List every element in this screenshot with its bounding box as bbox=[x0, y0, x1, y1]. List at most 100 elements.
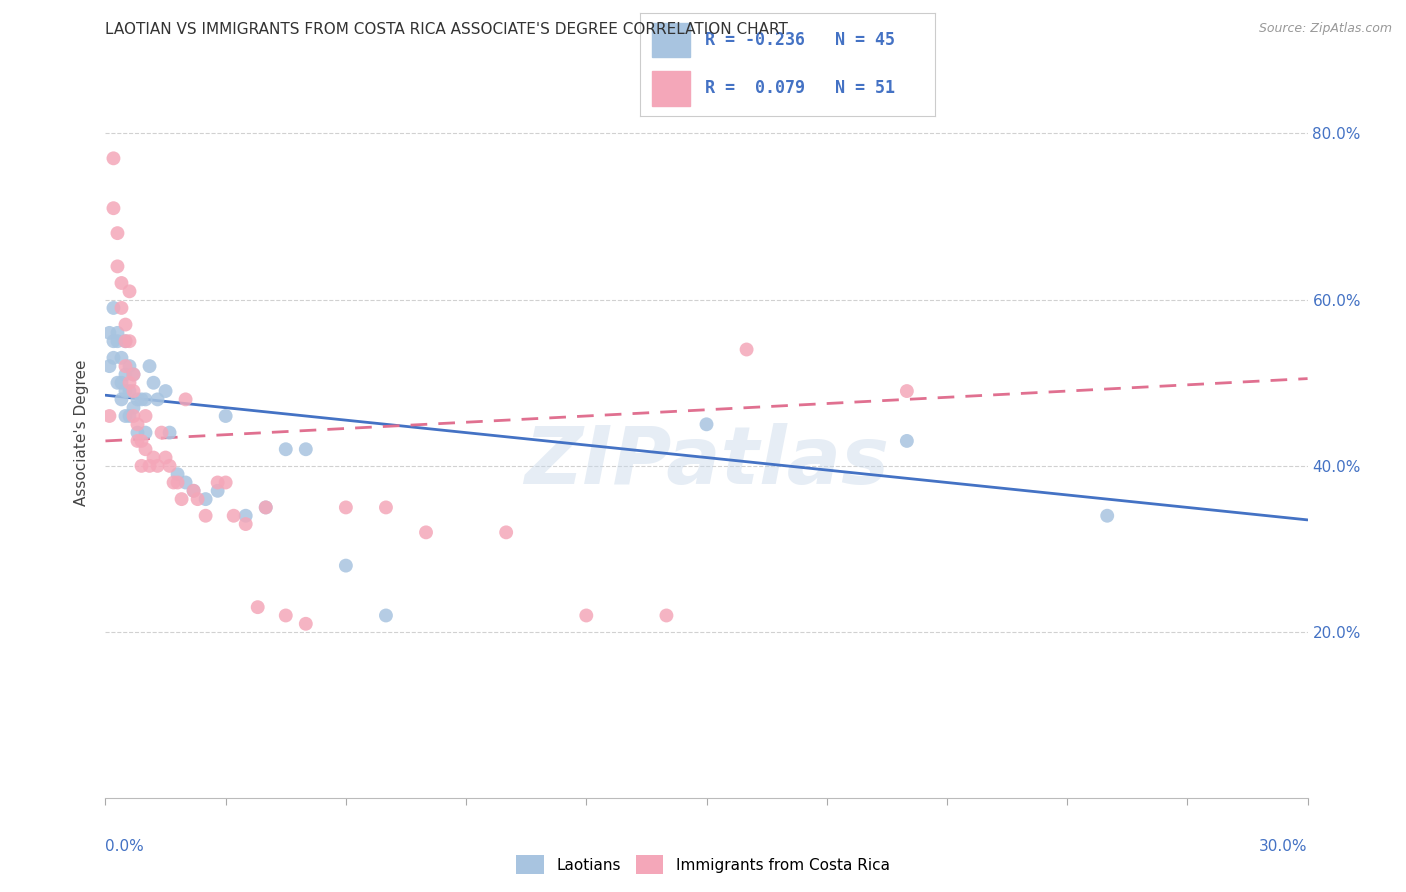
Point bbox=[295, 616, 318, 631]
Point bbox=[183, 483, 205, 498]
Point bbox=[110, 392, 132, 407]
Point bbox=[118, 409, 141, 423]
Point bbox=[107, 326, 129, 340]
Point bbox=[110, 376, 132, 390]
Point bbox=[150, 425, 173, 440]
Point bbox=[495, 525, 517, 540]
Point bbox=[235, 508, 257, 523]
Point bbox=[1097, 508, 1119, 523]
Text: Source: ZipAtlas.com: Source: ZipAtlas.com bbox=[1258, 22, 1392, 36]
Point bbox=[118, 384, 141, 398]
Point bbox=[254, 500, 277, 515]
Point bbox=[110, 301, 132, 315]
Point bbox=[655, 608, 678, 623]
Point bbox=[110, 276, 132, 290]
Point bbox=[103, 151, 125, 165]
Point bbox=[107, 334, 129, 348]
Text: LAOTIAN VS IMMIGRANTS FROM COSTA RICA ASSOCIATE'S DEGREE CORRELATION CHART: LAOTIAN VS IMMIGRANTS FROM COSTA RICA AS… bbox=[105, 22, 789, 37]
Point bbox=[114, 334, 136, 348]
Point bbox=[114, 384, 136, 398]
Point bbox=[114, 409, 136, 423]
Point bbox=[107, 376, 129, 390]
Point bbox=[207, 483, 229, 498]
Point bbox=[118, 376, 141, 390]
Point bbox=[415, 525, 437, 540]
Text: 30.0%: 30.0% bbox=[1260, 838, 1308, 854]
Text: 0.0%: 0.0% bbox=[105, 838, 145, 854]
Point bbox=[274, 442, 297, 457]
Point bbox=[222, 508, 245, 523]
Point bbox=[374, 500, 398, 515]
Point bbox=[127, 392, 149, 407]
Point bbox=[103, 351, 125, 365]
Point bbox=[114, 359, 136, 373]
Point bbox=[146, 392, 169, 407]
Point bbox=[274, 608, 297, 623]
Point bbox=[142, 376, 165, 390]
Point bbox=[142, 450, 165, 465]
Point bbox=[896, 434, 918, 448]
Point bbox=[155, 450, 177, 465]
Point bbox=[122, 368, 145, 382]
Point bbox=[127, 417, 149, 432]
Point bbox=[170, 492, 193, 507]
Point bbox=[295, 442, 318, 457]
Point bbox=[107, 260, 129, 274]
Point bbox=[135, 409, 157, 423]
Point bbox=[214, 475, 236, 490]
Point bbox=[127, 425, 149, 440]
Point bbox=[214, 409, 236, 423]
Point bbox=[146, 458, 169, 473]
Point bbox=[194, 508, 217, 523]
Point bbox=[166, 475, 188, 490]
Point bbox=[122, 384, 145, 398]
Point bbox=[107, 226, 129, 240]
Legend: Laotians, Immigrants from Costa Rica: Laotians, Immigrants from Costa Rica bbox=[510, 849, 896, 880]
Point bbox=[254, 500, 277, 515]
Bar bbox=[651, 70, 690, 106]
Point bbox=[98, 409, 121, 423]
Point bbox=[131, 458, 153, 473]
Point bbox=[114, 334, 136, 348]
Point bbox=[159, 425, 181, 440]
Point bbox=[735, 343, 758, 357]
Point bbox=[98, 326, 121, 340]
Point bbox=[110, 351, 132, 365]
Point bbox=[896, 384, 918, 398]
Point bbox=[103, 201, 125, 215]
Point bbox=[122, 368, 145, 382]
Point bbox=[194, 492, 217, 507]
Point bbox=[131, 392, 153, 407]
Text: ZIPatlas: ZIPatlas bbox=[524, 423, 889, 501]
Point bbox=[335, 500, 357, 515]
Point bbox=[138, 458, 160, 473]
Point bbox=[162, 475, 184, 490]
Point bbox=[138, 359, 160, 373]
Point bbox=[118, 334, 141, 348]
Point bbox=[98, 359, 121, 373]
Point bbox=[696, 417, 718, 432]
Point bbox=[103, 334, 125, 348]
Point bbox=[166, 467, 188, 482]
Point bbox=[159, 458, 181, 473]
Point bbox=[183, 483, 205, 498]
Point bbox=[122, 401, 145, 415]
Point bbox=[135, 442, 157, 457]
Point bbox=[135, 425, 157, 440]
Bar bbox=[651, 22, 690, 57]
Point bbox=[335, 558, 357, 573]
Point bbox=[374, 608, 398, 623]
Point bbox=[575, 608, 598, 623]
Point bbox=[114, 318, 136, 332]
Point bbox=[174, 475, 197, 490]
Point bbox=[127, 434, 149, 448]
Point bbox=[155, 384, 177, 398]
Point bbox=[135, 392, 157, 407]
Point bbox=[114, 368, 136, 382]
Point bbox=[246, 600, 269, 615]
Point bbox=[103, 301, 125, 315]
Point bbox=[207, 475, 229, 490]
Point bbox=[187, 492, 209, 507]
Point bbox=[122, 409, 145, 423]
Text: R =  0.079   N = 51: R = 0.079 N = 51 bbox=[704, 79, 894, 97]
